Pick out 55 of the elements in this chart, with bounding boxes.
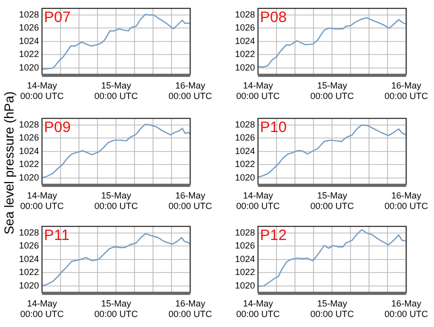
x-tick-label: 16-May 00:00 UTC [168,298,212,320]
y-tick-label: 1020 [234,280,255,290]
y-tick-label: 1022 [234,267,255,278]
y-tick-label: 1024 [234,36,255,46]
x-tick-label: 14-May 00:00 UTC [20,190,64,212]
chart-title: P08 [260,9,287,26]
y-tick-label: 1026 [234,240,255,251]
y-tick-label: 1028 [18,9,39,20]
y-tick-label: 1024 [18,146,39,156]
x-tick-label: 16-May 00:00 UTC [384,190,428,212]
y-tick-label: 1028 [234,119,255,130]
y-tick-label: 1022 [234,49,255,60]
y-tick-label: 1026 [234,132,255,143]
y-axis-title: Sea level pressure (hPa) [2,91,16,235]
x-tick-label: 16-May 00:00 UTC [384,80,428,102]
y-tick-label: 1028 [18,119,39,130]
chart-title: P12 [260,227,287,244]
y-tick-label: 1026 [234,22,255,33]
y-tick-label: 1020 [234,62,255,72]
x-tick-label: 15-May 00:00 UTC [310,190,354,212]
y-tick-label: 1024 [234,146,255,156]
y-tick-label: 1028 [18,227,39,238]
y-tick-label: 1020 [18,280,39,290]
y-tick-label: 1024 [18,254,39,264]
x-tick-label: 15-May 00:00 UTC [310,298,354,320]
y-tick-label: 1022 [234,159,255,170]
y-tick-label: 1026 [18,22,39,33]
y-tick-label: 1026 [18,240,39,251]
x-tick-label: 15-May 00:00 UTC [310,80,354,102]
x-tick-label: 15-May 00:00 UTC [94,298,138,320]
y-tick-label: 1022 [18,49,39,60]
y-tick-label: 1022 [18,159,39,170]
x-tick-label: 15-May 00:00 UTC [94,80,138,102]
x-tick-label: 14-May 00:00 UTC [20,298,64,320]
chart-title: P09 [44,119,71,136]
y-tick-label: 1020 [18,62,39,72]
y-tick-label: 1022 [18,267,39,278]
x-tick-label: 14-May 00:00 UTC [236,190,280,212]
chart-title: P11 [44,227,70,244]
y-tick-label: 1026 [18,132,39,143]
y-tick-label: 1024 [234,254,255,264]
x-tick-label: 14-May 00:00 UTC [236,80,280,102]
y-tick-label: 1024 [18,36,39,46]
x-tick-label: 15-May 00:00 UTC [94,190,138,212]
x-tick-label: 14-May 00:00 UTC [236,298,280,320]
chart-title: P10 [260,119,287,136]
chart-title: P07 [44,9,71,26]
x-tick-label: 14-May 00:00 UTC [20,80,64,102]
y-tick-label: 1020 [234,172,255,182]
x-tick-label: 16-May 00:00 UTC [168,80,212,102]
x-tick-label: 16-May 00:00 UTC [384,298,428,320]
y-tick-label: 1028 [234,9,255,20]
x-tick-label: 16-May 00:00 UTC [168,190,212,212]
y-tick-label: 1020 [18,172,39,182]
y-tick-label: 1028 [234,227,255,238]
